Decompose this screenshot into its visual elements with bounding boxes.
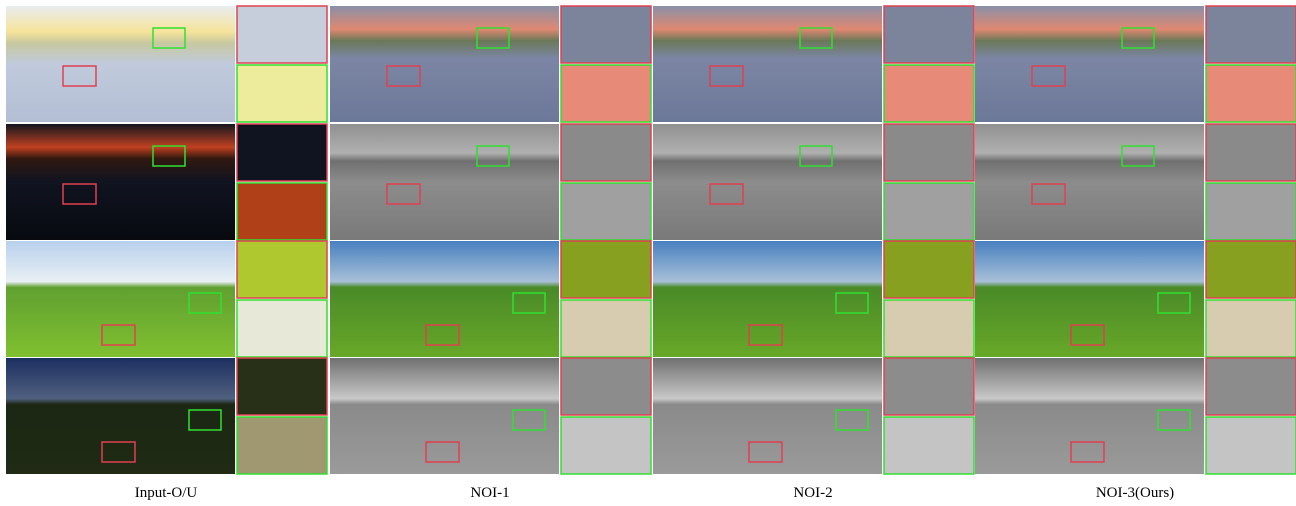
main-image bbox=[330, 6, 559, 122]
main-image bbox=[6, 241, 235, 357]
zoom-crop-green bbox=[561, 65, 651, 122]
main-image bbox=[975, 6, 1204, 122]
main-image bbox=[653, 6, 882, 122]
zoom-crop-green bbox=[1206, 300, 1296, 357]
zoom-crop-green bbox=[884, 417, 974, 474]
zoom-crop-green bbox=[237, 417, 327, 474]
zoom-crop-red bbox=[237, 124, 327, 181]
main-image bbox=[6, 6, 235, 122]
main-image bbox=[6, 358, 235, 474]
zoom-crop-red bbox=[561, 241, 651, 298]
zoom-crop-green bbox=[237, 300, 327, 357]
zoom-crop-green bbox=[237, 65, 327, 122]
zoom-crop-red bbox=[1206, 6, 1296, 63]
zoom-crop-red bbox=[884, 241, 974, 298]
main-image bbox=[975, 241, 1204, 357]
zoom-crop-red bbox=[237, 358, 327, 415]
zoom-crop-red bbox=[884, 124, 974, 181]
column-labels: Input-O/U NOI-1 NOI-2 NOI-3(Ours) bbox=[135, 485, 1174, 501]
main-image bbox=[975, 358, 1204, 474]
column-label: NOI-2 bbox=[793, 485, 832, 501]
zoom-crop-red bbox=[884, 6, 974, 63]
main-image bbox=[330, 358, 559, 474]
main-image bbox=[6, 124, 235, 240]
main-image bbox=[653, 124, 882, 240]
zoom-crop-green bbox=[1206, 183, 1296, 240]
zoom-crop-green bbox=[237, 183, 327, 240]
zoom-crop-green bbox=[884, 65, 974, 122]
zoom-crop-green bbox=[561, 300, 651, 357]
zoom-crop-red bbox=[1206, 124, 1296, 181]
main-image bbox=[653, 358, 882, 474]
main-image bbox=[653, 241, 882, 357]
main-image bbox=[330, 241, 559, 357]
zoom-crop-green bbox=[1206, 417, 1296, 474]
zoom-crop-red bbox=[561, 358, 651, 415]
comparison-figure: Input-O/U NOI-1 NOI-2 NOI-3(Ours) bbox=[0, 0, 1296, 506]
zoom-crop-red bbox=[1206, 241, 1296, 298]
zoom-crop-red bbox=[561, 124, 651, 181]
zoom-crop-green bbox=[1206, 65, 1296, 122]
zoom-crop-green bbox=[884, 300, 974, 357]
zoom-crop-red bbox=[884, 358, 974, 415]
main-image bbox=[975, 124, 1204, 240]
zoom-crop-red bbox=[237, 241, 327, 298]
zoom-crop-green bbox=[884, 183, 974, 240]
image-grid bbox=[6, 6, 1296, 474]
zoom-crop-green bbox=[561, 417, 651, 474]
zoom-crop-red bbox=[237, 6, 327, 63]
zoom-crop-green bbox=[561, 183, 651, 240]
main-image bbox=[330, 124, 559, 240]
zoom-crop-red bbox=[561, 6, 651, 63]
column-label: NOI-3(Ours) bbox=[1096, 485, 1174, 501]
column-label: Input-O/U bbox=[135, 485, 198, 501]
zoom-crop-red bbox=[1206, 358, 1296, 415]
column-label: NOI-1 bbox=[470, 485, 509, 501]
